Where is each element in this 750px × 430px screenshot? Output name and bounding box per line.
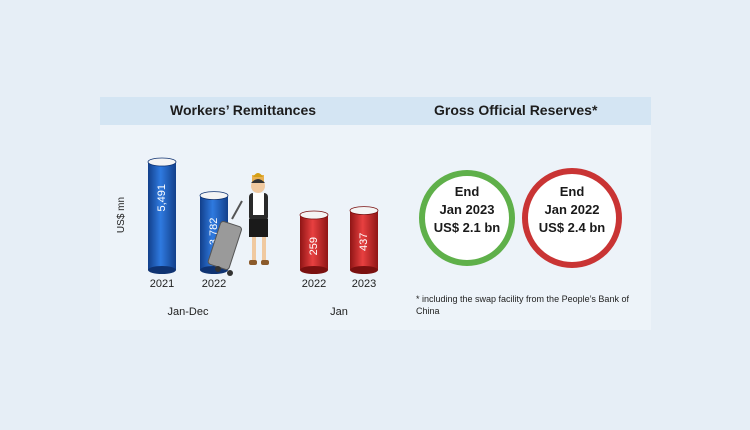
footnote: * including the swap facility from the P… bbox=[416, 294, 629, 316]
header-band: Workers’ Remittances Gross Official Rese… bbox=[100, 97, 651, 125]
category-label-jan-dec-2022: 2022 bbox=[202, 278, 226, 290]
reserves-2023-ring bbox=[419, 170, 515, 266]
reserves-2023-line3: US$ 2.1 bn bbox=[433, 220, 501, 235]
value-label-jan-2022: 259 bbox=[308, 237, 320, 255]
bar-jan-dec-2021 bbox=[147, 157, 177, 274]
reserves-2022-line2: Jan 2022 bbox=[544, 202, 600, 217]
bar-jan-2023 bbox=[349, 206, 379, 274]
bar-jan-2022 bbox=[299, 210, 329, 274]
group-label-jan: Jan bbox=[330, 306, 348, 318]
reserves-2022-line3: US$ 2.4 bn bbox=[538, 220, 606, 235]
category-label-jan-2023: 2023 bbox=[352, 278, 376, 290]
reserves-2023-line2: Jan 2023 bbox=[439, 202, 495, 217]
value-label-jan-dec-2021: 5,491 bbox=[156, 184, 168, 212]
reserves-2022-ring bbox=[522, 168, 622, 268]
y-axis-label: US$ mn bbox=[116, 197, 127, 233]
traveler-with-suitcase-icon bbox=[207, 173, 269, 276]
category-label-jan-2022: 2022 bbox=[302, 278, 326, 290]
value-label-jan-2023: 437 bbox=[358, 233, 370, 251]
reserves-2023-label: End Jan 2023 US$ 2.1 bn bbox=[417, 183, 517, 237]
group-label-jan-dec: Jan-Dec bbox=[168, 306, 209, 318]
infographic-panel: Workers’ Remittances Gross Official Rese… bbox=[100, 97, 651, 330]
reserves-2022-line1: End bbox=[559, 184, 585, 199]
reserves-title: Gross Official Reserves* bbox=[434, 102, 598, 118]
category-label-jan-dec-2021: 2021 bbox=[150, 278, 174, 290]
reserves-2022-label: End Jan 2022 US$ 2.4 bn bbox=[522, 183, 622, 237]
reserves-2023-line1: End bbox=[454, 184, 480, 199]
remittances-title: Workers’ Remittances bbox=[170, 102, 317, 118]
remittances-chart: US$ mn 5,49120213,7822022Jan-Dec25920224… bbox=[116, 157, 622, 318]
